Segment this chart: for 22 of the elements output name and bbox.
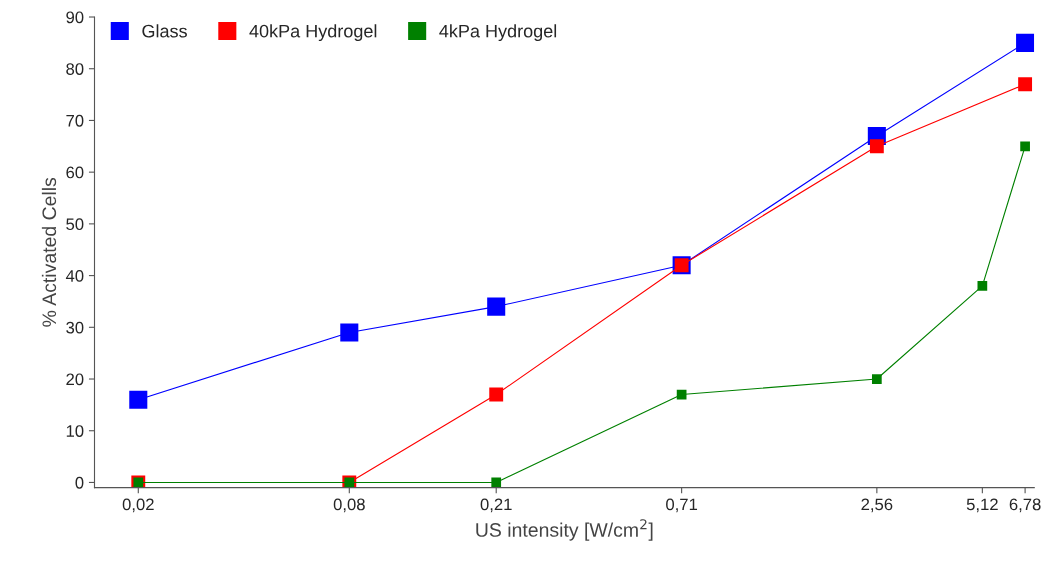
- y-tick-label: 60: [66, 166, 84, 179]
- y-axis-title: % Activated Cells: [41, 177, 57, 327]
- x-axis-title: US intensity [W/cm$^{2}$]: [476, 519, 653, 541]
- y-tick-label: 40: [65, 269, 84, 282]
- y-tick-label: 50: [66, 218, 84, 231]
- y-tick-label: 90: [66, 11, 84, 24]
- y-tick-label: 80: [66, 63, 84, 75]
- x-tick-label: 5,12: [966, 498, 998, 513]
- x-tick-label: 0,21: [480, 498, 512, 513]
- x-tick-label: 6,78: [1009, 498, 1041, 513]
- y-tick-label: 0: [75, 476, 84, 489]
- y-tick-label: 70: [66, 114, 84, 127]
- legend-label: Glass: [142, 24, 187, 38]
- y-tick-label: 10: [66, 425, 84, 437]
- legend-label: 4kPa Hydrogel: [439, 24, 557, 42]
- x-tick-label: 0,08: [333, 498, 365, 513]
- y-tick-label: 20: [66, 373, 84, 386]
- x-tick-label: 0,02: [122, 498, 154, 513]
- x-tick-label: 2,56: [861, 498, 893, 513]
- x-tick-label: 0,71: [666, 498, 698, 513]
- legend-label: 40kPa Hydrogel: [249, 24, 377, 42]
- y-tick-label: 30: [66, 321, 84, 334]
